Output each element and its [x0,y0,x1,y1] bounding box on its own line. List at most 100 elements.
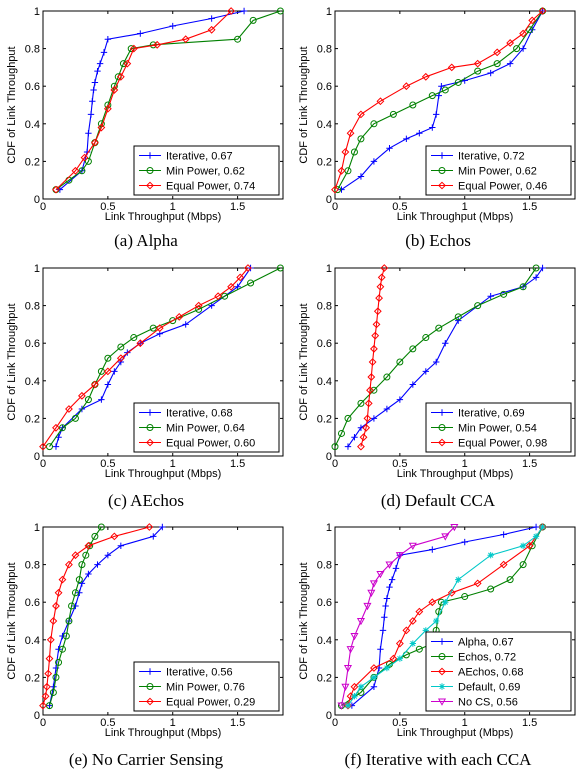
caption-b: (b) Echos [405,231,471,250]
data-point [71,166,80,175]
data-point [117,542,125,549]
plot-frame [42,10,284,200]
x-axis-label: Link Throughput (Mbps) [105,468,222,480]
y-tick-label: 1 [34,522,40,534]
data-point [182,321,189,328]
y-tick-label: 0.2 [317,672,332,684]
y-tick-label: 0.8 [317,44,332,56]
data-point [129,44,138,53]
series-2 [331,264,540,451]
y-axis-label: CDF of Link Throughput [6,46,18,163]
data-point [234,35,242,43]
x-tick-label: 1 [170,458,176,470]
data-point [351,434,358,441]
data-point [338,186,345,193]
data-point [370,344,378,353]
data-point [84,541,93,550]
data-point [395,552,404,560]
y-tick-label: 0.4 [25,119,40,131]
data-point [337,166,346,175]
data-point [351,693,358,700]
data-point [344,702,352,709]
data-point [367,373,376,381]
data-point [350,682,359,691]
series-line [48,526,102,706]
x-axis-label: Link Throughput (Mbps) [105,211,222,223]
data-point [380,264,389,272]
data-point [386,145,393,152]
data-point [344,414,352,422]
legend-label: Iterative, 0.56 [166,667,233,679]
legend-marker [438,683,446,690]
data-point [123,59,132,68]
data-point [207,25,216,34]
data-point [487,585,495,593]
y-tick-label: 0.6 [317,81,332,93]
data-point [110,532,119,541]
caption-c: (c) AEchos [107,491,184,510]
data-point [41,692,50,701]
legend-marker [146,181,154,190]
data-point [249,16,257,24]
data-point [525,541,534,550]
series-2 [334,7,547,194]
data-point [526,26,534,34]
y-tick-label: 1 [34,263,40,275]
series-1 [344,264,546,450]
data-point [39,442,47,451]
legend-marker [438,667,446,676]
series-line [42,267,249,447]
data-point [65,617,73,625]
data-point [344,443,352,450]
legend: Iterative, 0.56 Min Power, 0.76 Equal Powe… [133,661,280,712]
legend-label: Min Power, 0.62 [166,166,245,178]
x-axis-label: Link Throughput (Mbps) [397,468,514,480]
data-point [455,317,462,324]
data-point [116,354,125,363]
x-tick-label: 0 [40,458,46,470]
data-point [350,632,359,641]
data-point [428,92,436,100]
data-point [104,36,112,43]
x-axis-label: Link Throughput (Mbps) [397,727,514,739]
y-axis-label: CDF of Link Throughput [298,303,310,420]
data-point [52,443,60,450]
data-point [244,264,252,272]
data-point [46,635,55,644]
data-point [359,433,368,442]
data-point [52,602,60,610]
series-4 [344,523,546,709]
data-point [155,324,164,333]
data-point [493,48,502,57]
legend-label: Equal Power, 0.46 [458,181,547,193]
data-point [383,405,391,413]
x-tick-label: 1.5 [522,717,537,729]
data-point [422,334,430,342]
y-tick-label: 0.4 [25,376,40,388]
data-point [366,386,374,395]
data-point [103,367,112,376]
data-point [153,40,162,49]
data-point [45,654,54,663]
data-point [363,602,372,611]
data-point [75,576,83,584]
data-point [150,533,157,540]
data-point [91,532,99,540]
data-point [94,561,101,568]
plot-frame [334,267,576,457]
y-tick-label: 0.4 [317,119,332,131]
data-point [370,415,378,422]
data-point [438,83,445,90]
legend-label: Equal Power, 0.98 [458,438,547,450]
data-point [383,373,391,381]
data-point [111,368,118,375]
data-point [396,358,404,366]
series-3 [39,523,154,710]
x-tick-label: 1 [462,458,468,470]
y-tick-label: 0.2 [25,413,40,425]
data-point [346,129,355,138]
data-point [45,443,53,451]
data-point [392,565,400,572]
y-tick-label: 0.2 [317,413,332,425]
